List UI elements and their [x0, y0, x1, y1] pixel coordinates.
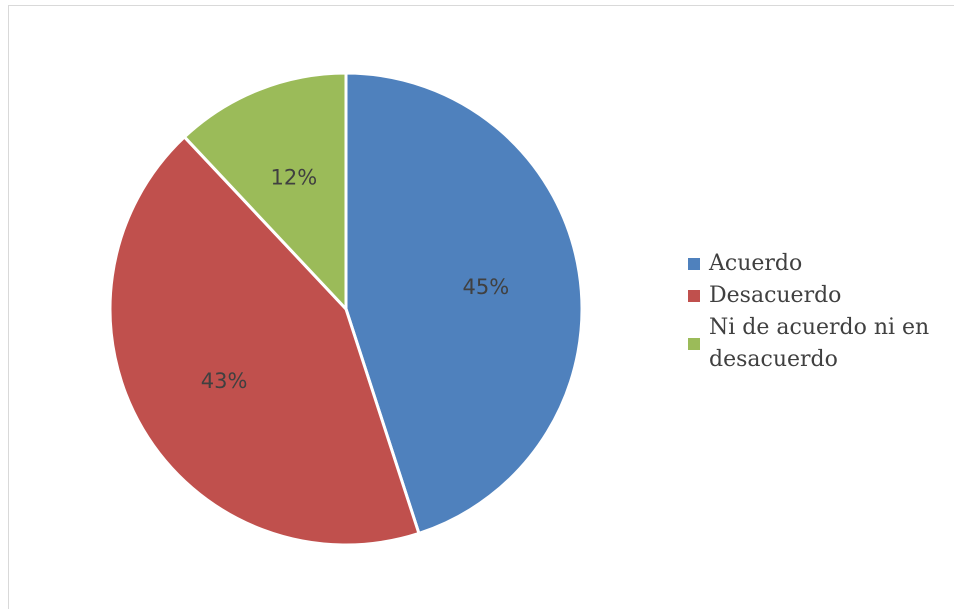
legend-item-ni-de-acuerdo: Ni de acuerdo ni en desacuerdo	[688, 312, 950, 376]
pie-slice-desacuerdo	[108, 135, 421, 547]
legend-item-desacuerdo: Desacuerdo	[688, 280, 950, 312]
data-label-desacuerdo: 43%	[201, 369, 248, 393]
legend-label-ni-de-acuerdo: Ni de acuerdo ni en desacuerdo	[709, 315, 930, 372]
legend-swatch-ni-de-acuerdo	[688, 338, 700, 350]
chart-frame	[8, 5, 954, 609]
legend: Acuerdo Desacuerdo Ni de acuerdo ni en d…	[688, 248, 950, 376]
pie-slice-ni-de-acuerdo	[182, 71, 348, 311]
legend-swatch-acuerdo	[688, 258, 700, 270]
pie-slice-acuerdo	[344, 71, 584, 535]
legend-label-acuerdo: Acuerdo	[709, 251, 803, 276]
data-label-acuerdo: 45%	[463, 275, 510, 299]
legend-swatch-desacuerdo	[688, 290, 700, 302]
data-label-ni-de-acuerdo: 12%	[271, 165, 318, 189]
legend-item-acuerdo: Acuerdo	[688, 248, 950, 280]
legend-label-desacuerdo: Desacuerdo	[709, 283, 842, 308]
